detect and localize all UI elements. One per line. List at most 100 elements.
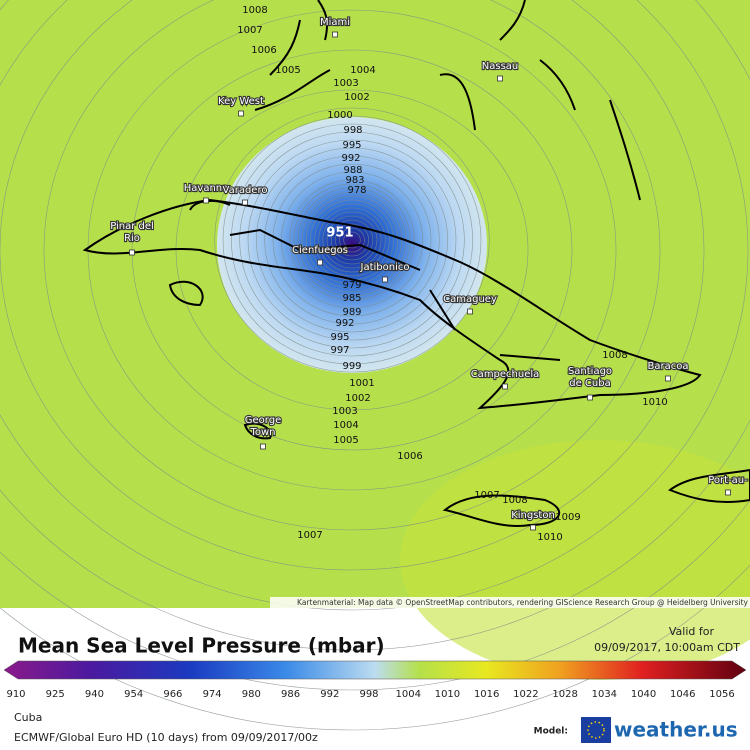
colorbar-tick-label: 1010 bbox=[435, 689, 460, 700]
isobar bbox=[256, 147, 448, 333]
valid-label: Valid for bbox=[669, 625, 715, 638]
colorbar-tick-label: 1016 bbox=[474, 689, 499, 700]
isobar-label: 985 bbox=[342, 293, 361, 304]
city-label: Jatibonico bbox=[360, 262, 410, 273]
city-marker bbox=[260, 443, 266, 450]
isobar-label: 1008 bbox=[242, 5, 267, 16]
isobar bbox=[343, 231, 361, 249]
city-label: Havanna bbox=[184, 183, 229, 194]
city-label: Town bbox=[249, 427, 275, 438]
city-label: Cienfuegos bbox=[292, 245, 348, 256]
isobar-label: 1010 bbox=[642, 397, 667, 408]
isobar-label: 1001 bbox=[349, 378, 374, 389]
city-marker bbox=[530, 524, 536, 531]
isobar-label: 1002 bbox=[345, 393, 370, 404]
isobar bbox=[222, 115, 482, 365]
city-label: Nassau bbox=[482, 61, 519, 72]
isobar bbox=[293, 183, 411, 297]
isobar-label: 978 bbox=[347, 185, 366, 196]
colorbar-tick-label: 910 bbox=[6, 689, 25, 700]
isobar bbox=[0, 564, 750, 731]
isobar-label: 1010 bbox=[537, 532, 562, 543]
coastlines bbox=[82, 0, 750, 527]
city-marker bbox=[502, 383, 508, 390]
isobar-label: 1006 bbox=[397, 451, 422, 462]
isobar bbox=[0, 0, 750, 651]
colorbar-tick-label: 974 bbox=[203, 689, 222, 700]
attribution-bg bbox=[270, 597, 750, 608]
isobar-label: 1000 bbox=[327, 110, 352, 121]
city-label: Kingston bbox=[511, 510, 555, 521]
isobar-label: 998 bbox=[343, 125, 362, 136]
isobar-label: 988 bbox=[343, 165, 362, 176]
isobar-label: 989 bbox=[342, 307, 361, 318]
colorbar-tick-label: 1056 bbox=[709, 689, 734, 700]
city-marker bbox=[129, 249, 135, 256]
pressure-field bbox=[400, 440, 750, 680]
isobar-label: 1005 bbox=[333, 435, 358, 446]
color-bar bbox=[3, 660, 747, 680]
colorbar-tick-label: 940 bbox=[85, 689, 104, 700]
isobar bbox=[264, 155, 440, 325]
isobar bbox=[0, 0, 705, 571]
brand-logo: weather.us bbox=[614, 718, 738, 742]
colorbar-tick-label: 992 bbox=[320, 689, 339, 700]
isobar bbox=[314, 203, 390, 277]
isobar bbox=[326, 215, 378, 265]
isobar-label: 1007 bbox=[297, 530, 322, 541]
isobar bbox=[318, 207, 386, 273]
isobar bbox=[272, 163, 432, 317]
isobar-label: 1005 bbox=[275, 65, 300, 76]
city-label: Pinar del bbox=[110, 221, 154, 232]
attribution: Kartenmaterial: Map data © OpenStreetMap… bbox=[297, 598, 749, 607]
model-run: ECMWF/Global Euro HD (10 days) from 09/0… bbox=[14, 731, 318, 744]
isobar-label: 1003 bbox=[332, 406, 357, 417]
isobar bbox=[43, 0, 661, 531]
colorbar-tick-label: 1034 bbox=[592, 689, 617, 700]
colorbar-tick-label: 986 bbox=[281, 689, 300, 700]
isobar-label: 1003 bbox=[333, 78, 358, 89]
isobar bbox=[339, 227, 365, 253]
isobar bbox=[239, 131, 465, 349]
colorbar-tick-label: 1004 bbox=[395, 689, 420, 700]
city-marker bbox=[587, 394, 593, 401]
isobar-label: 992 bbox=[335, 318, 354, 329]
city-label: Key West bbox=[218, 96, 264, 107]
isobar-label: 995 bbox=[330, 332, 349, 343]
city-marker bbox=[467, 308, 473, 315]
isobar-label: 997 bbox=[330, 345, 349, 356]
model-label: Model: bbox=[534, 727, 568, 737]
city-label: Baracoa bbox=[648, 361, 689, 372]
valid-time: 09/09/2017, 10:00am CDT bbox=[594, 641, 740, 654]
isobar-label: 1007 bbox=[237, 25, 262, 36]
isobar-label: 951 bbox=[326, 226, 353, 241]
city-label: Campechuela bbox=[471, 369, 540, 380]
colorbar-tick-label: 925 bbox=[46, 689, 65, 700]
isobar bbox=[247, 139, 457, 341]
legend-title: Mean Sea Level Pressure (mbar) bbox=[18, 634, 385, 658]
eu-stars bbox=[587, 721, 605, 739]
city-marker bbox=[332, 31, 338, 38]
isobar-label: 1002 bbox=[344, 92, 369, 103]
city-label: Varadero bbox=[223, 185, 268, 196]
isobar-label: 999 bbox=[342, 361, 361, 372]
isobar-label: 1004 bbox=[350, 65, 375, 76]
city-label: de Cuba bbox=[569, 378, 610, 389]
isobar bbox=[335, 223, 369, 257]
isobar bbox=[305, 195, 399, 285]
isobar bbox=[330, 219, 374, 261]
city-marker bbox=[203, 197, 209, 204]
city-marker bbox=[382, 276, 388, 283]
city-marker bbox=[317, 259, 323, 266]
isobar-label: 1007 bbox=[474, 490, 499, 501]
colorbar-tick-label: 980 bbox=[242, 689, 261, 700]
isobar bbox=[289, 179, 415, 301]
region: Cuba bbox=[14, 711, 42, 724]
eu-flag bbox=[581, 717, 611, 743]
isobar-label: 995 bbox=[342, 140, 361, 151]
isobar-label: 979 bbox=[342, 280, 361, 291]
city-label: Port-au- bbox=[708, 475, 748, 486]
colorbar-tick-label: 966 bbox=[163, 689, 182, 700]
isobar-label: 1008 bbox=[602, 350, 627, 361]
